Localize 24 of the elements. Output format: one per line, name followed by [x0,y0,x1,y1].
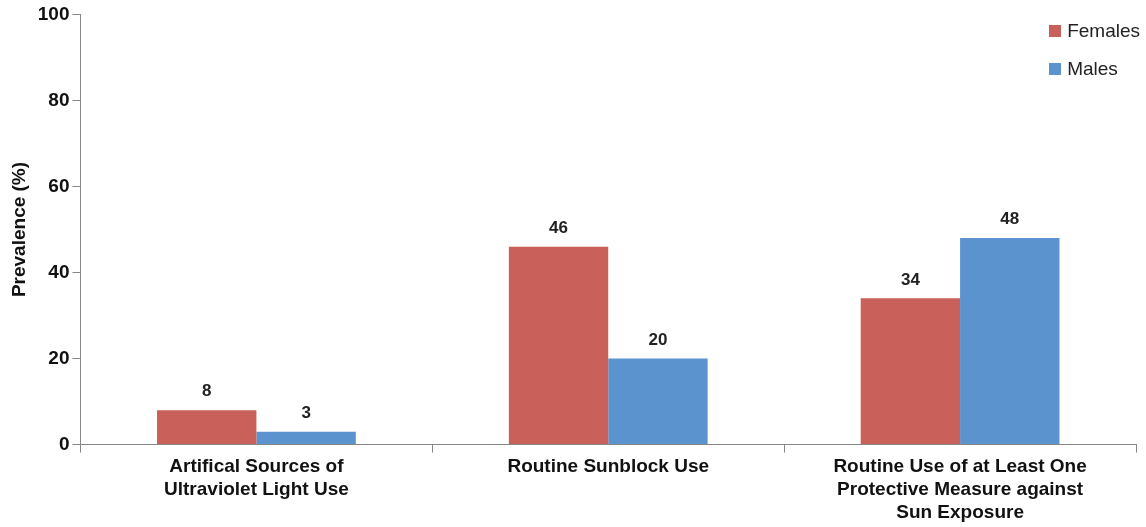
x-tick-label: Routine Sunblock Use [507,455,710,477]
data-label: 34 [900,269,921,289]
data-label: 8 [201,381,212,401]
x-tick-label: Artifical Sources of Ultraviolet Light Use [164,455,349,500]
y-tick-label: 80 [48,88,70,110]
bar [508,246,609,445]
data-label: 20 [648,329,668,349]
y-tick-label: 0 [58,432,70,454]
x-tick-label: Routine Use of at Least One Protective Measure against Sun Exposure [833,455,1087,522]
data-label: 48 [1000,209,1020,229]
bar [256,431,356,445]
data-label: 3 [301,402,311,422]
legend-label: Males [1067,58,1118,80]
bar [157,410,257,445]
bar [608,358,708,445]
legend-label: Females [1067,20,1140,42]
bar [960,238,1060,445]
y-tick-label: 20 [48,346,70,368]
y-tick-label: 60 [48,174,70,196]
y-tick-label: 100 [37,2,70,24]
y-axis-title: Prevalence (%) [7,161,29,298]
data-label: 46 [549,217,569,237]
y-tick-label: 40 [48,260,70,282]
bar [860,298,961,445]
